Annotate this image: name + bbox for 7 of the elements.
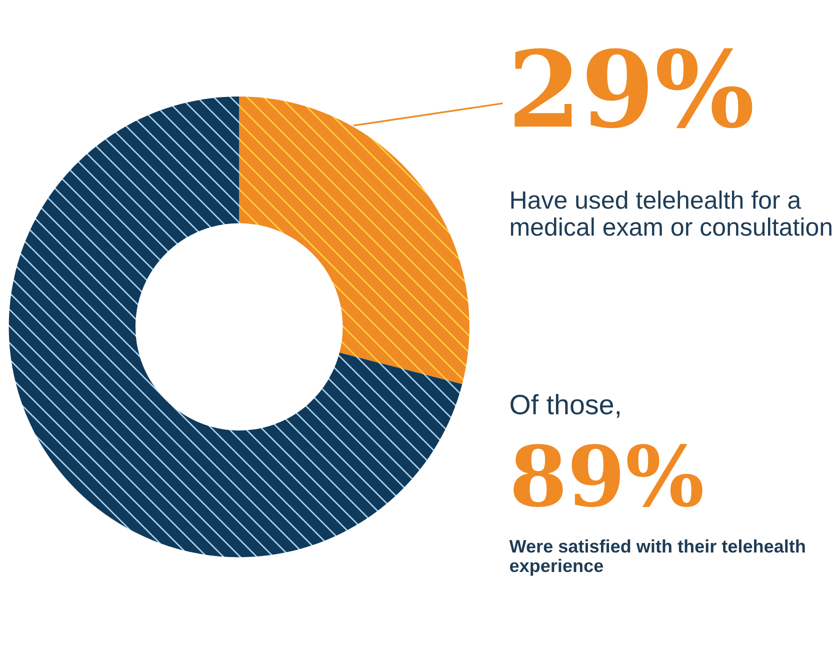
donut-slice — [8, 96, 462, 558]
text: Have used telehealth for a medical exam or consultation — [510, 190, 832, 236]
text: Of those, — [510, 394, 620, 418]
donut-slice — [239, 96, 470, 384]
data-label: 29% — [514, 48, 752, 128]
text: Were satisfied with their telehealth experience — [509, 539, 805, 576]
text: 89% — [514, 444, 702, 508]
